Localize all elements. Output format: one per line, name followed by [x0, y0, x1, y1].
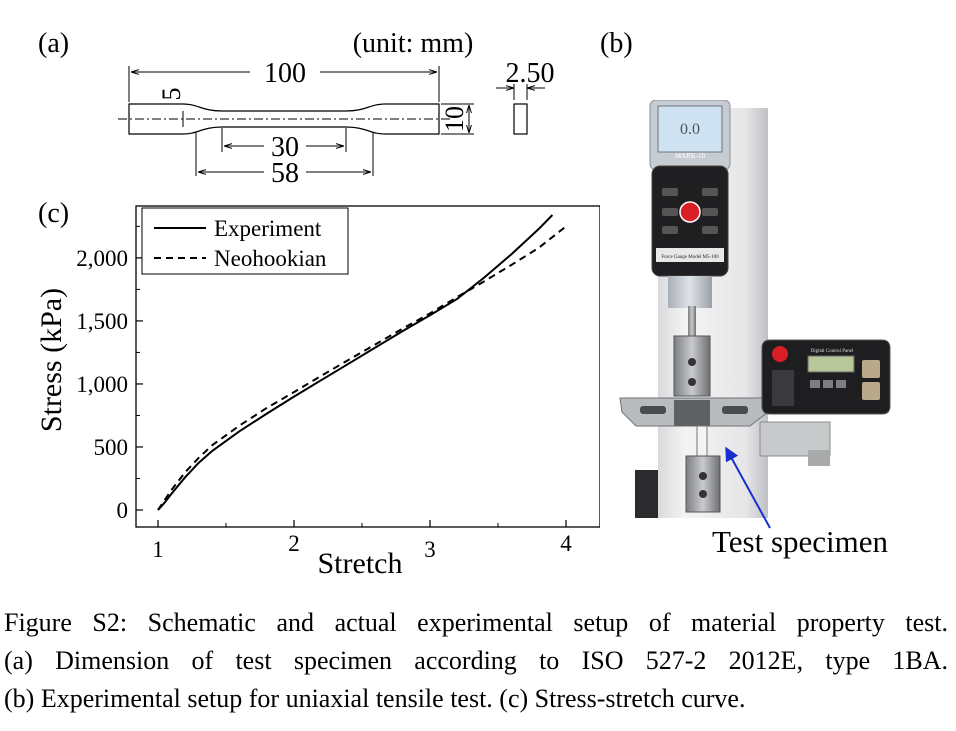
unit-note: (unit: mm) [353, 28, 474, 59]
x-tick-label: 3 [424, 537, 436, 562]
stress-stretch-chart: 1 2 3 4 0 500 1,000 1,500 2,000 Stretch Stress (… [35, 205, 600, 580]
y-axis-label: Stress (kPa) [35, 288, 68, 432]
caption-line-1: Figure S2: Schematic and actual experime… [4, 608, 948, 637]
caption-line-3: (b) Experimental setup for uniaxial tens… [4, 684, 746, 713]
x-tick-label: 1 [152, 537, 164, 562]
dim-gauge-length: 58 [271, 158, 299, 189]
grip-screw [699, 490, 707, 498]
crosshead-slot [640, 406, 666, 414]
control-key [836, 380, 846, 388]
series-line-neohookian [157, 225, 567, 511]
legend-label-neohookian: Neohookian [214, 246, 327, 271]
x-tick-label: 4 [560, 531, 572, 556]
grip-screw [688, 358, 696, 366]
gauge-key [662, 208, 678, 216]
gauge-model-text: Force Gauge Model M5-100 [661, 255, 719, 260]
gauge-reading: 0.0 [680, 121, 700, 138]
gauge-key [702, 208, 718, 216]
jog-button [862, 382, 880, 400]
grip-screw [688, 378, 696, 386]
y-tick-label: 2,000 [76, 246, 128, 271]
gauge-model-label [656, 248, 724, 262]
gauge-display [657, 105, 723, 153]
series-line-experiment [157, 214, 554, 511]
series-layer [157, 214, 567, 511]
crosshead-slot [722, 406, 748, 414]
power-button [679, 201, 701, 223]
panel-b-label: (b) [600, 28, 633, 59]
lower-grip [685, 455, 721, 513]
dim-end-width: 10 [440, 106, 469, 132]
legend-box [141, 207, 349, 275]
grip-screw [699, 472, 707, 480]
dim-thickness: 2.50 [506, 58, 555, 89]
specimen-side-view [513, 103, 528, 135]
control-arm-knob [808, 450, 830, 466]
y-tick-label: 0 [117, 498, 129, 523]
gauge-key [662, 188, 678, 196]
y-tick-label: 1,000 [76, 372, 128, 397]
emergency-stop [772, 346, 788, 362]
crosshead-clamp [674, 400, 710, 426]
control-key [823, 380, 833, 388]
dim-narrow-length: 30 [271, 132, 299, 163]
load-rod [688, 306, 696, 346]
plot-frame [135, 205, 600, 528]
panel-c-label: (c) [38, 198, 70, 229]
test-specimen-label: Test specimen [712, 524, 889, 559]
dim-overall-length: 100 [264, 58, 306, 89]
jog-button [862, 360, 880, 378]
axis-tick-labels: 1 2 3 4 0 500 1,000 1,500 2,000 [76, 246, 572, 562]
gauge-key [702, 188, 718, 196]
panel-a-label: (a) [38, 28, 70, 59]
test-machine-photo: 0.0 MARK-10 Force Gauge Model M5-100 Dig… [619, 100, 891, 529]
y-tick-label: 1,500 [76, 309, 128, 334]
gauge-key [702, 226, 718, 234]
gauge-neck [668, 276, 712, 308]
specimen-schematic: (unit: mm) 100 5 10 2.50 30 58 [118, 28, 555, 189]
control-panel-title: Digital Control Panel [811, 349, 854, 354]
control-panel-lcd [807, 355, 855, 373]
x-axis-label: Stretch [318, 547, 403, 580]
dim-narrow-width: 5 [157, 88, 186, 101]
control-panel-vent [772, 370, 794, 406]
y-tick-label: 500 [94, 435, 129, 460]
x-tick-label: 2 [288, 531, 300, 556]
gauge-key [662, 226, 678, 234]
gauge-brand: MARK-10 [675, 152, 706, 160]
specimen-arrow [725, 446, 771, 529]
caption-line-2: (a) Dimension of test specimen according… [4, 646, 948, 675]
legend-label-experiment: Experiment [214, 216, 322, 241]
figure-caption: Figure S2: Schematic and actual experime… [4, 604, 948, 718]
control-key [810, 380, 820, 388]
